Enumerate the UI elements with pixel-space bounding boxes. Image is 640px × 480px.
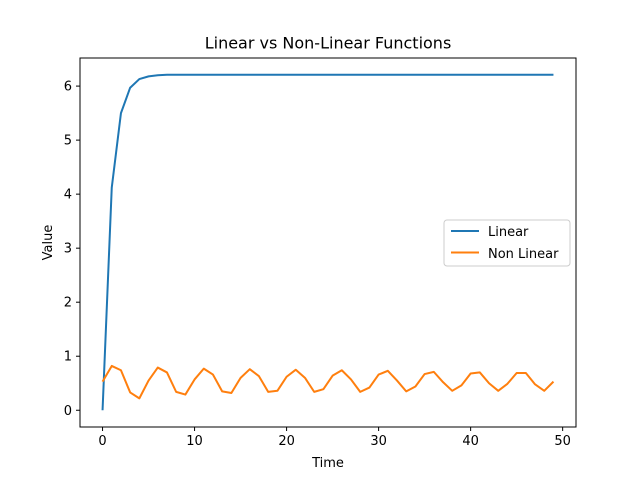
- y-tick-label: 0: [64, 404, 72, 419]
- y-tick-label: 2: [64, 296, 72, 311]
- series-line-non-linear: [101, 364, 555, 400]
- series-line-linear: [101, 73, 554, 411]
- x-axis-label: Time: [311, 456, 344, 471]
- x-tick-label: 10: [186, 434, 203, 449]
- legend-label-non-linear: Non Linear: [488, 247, 559, 262]
- y-tick-label: 5: [64, 134, 72, 149]
- y-tick-label: 3: [64, 242, 72, 257]
- y-axis-label: Value: [41, 225, 56, 261]
- x-tick-label: 40: [462, 434, 479, 449]
- x-tick-label: 20: [278, 434, 295, 449]
- legend: Linear Non Linear: [443, 219, 571, 267]
- x-tick-label: 50: [554, 434, 571, 449]
- y-tick-label: 1: [64, 350, 72, 365]
- chart-title: Linear vs Non-Linear Functions: [205, 34, 452, 53]
- plot-area: [101, 73, 555, 411]
- x-tick-label: 30: [370, 434, 387, 449]
- legend-label-linear: Linear: [488, 225, 529, 240]
- y-tick-label: 4: [64, 188, 72, 203]
- x-tick-label: 0: [98, 434, 106, 449]
- y-tick-label: 6: [64, 80, 72, 95]
- axes-frame: [79, 57, 577, 428]
- ticks: 0 10 20 30 40 50 0 1 2 3 4 5 6: [64, 80, 571, 449]
